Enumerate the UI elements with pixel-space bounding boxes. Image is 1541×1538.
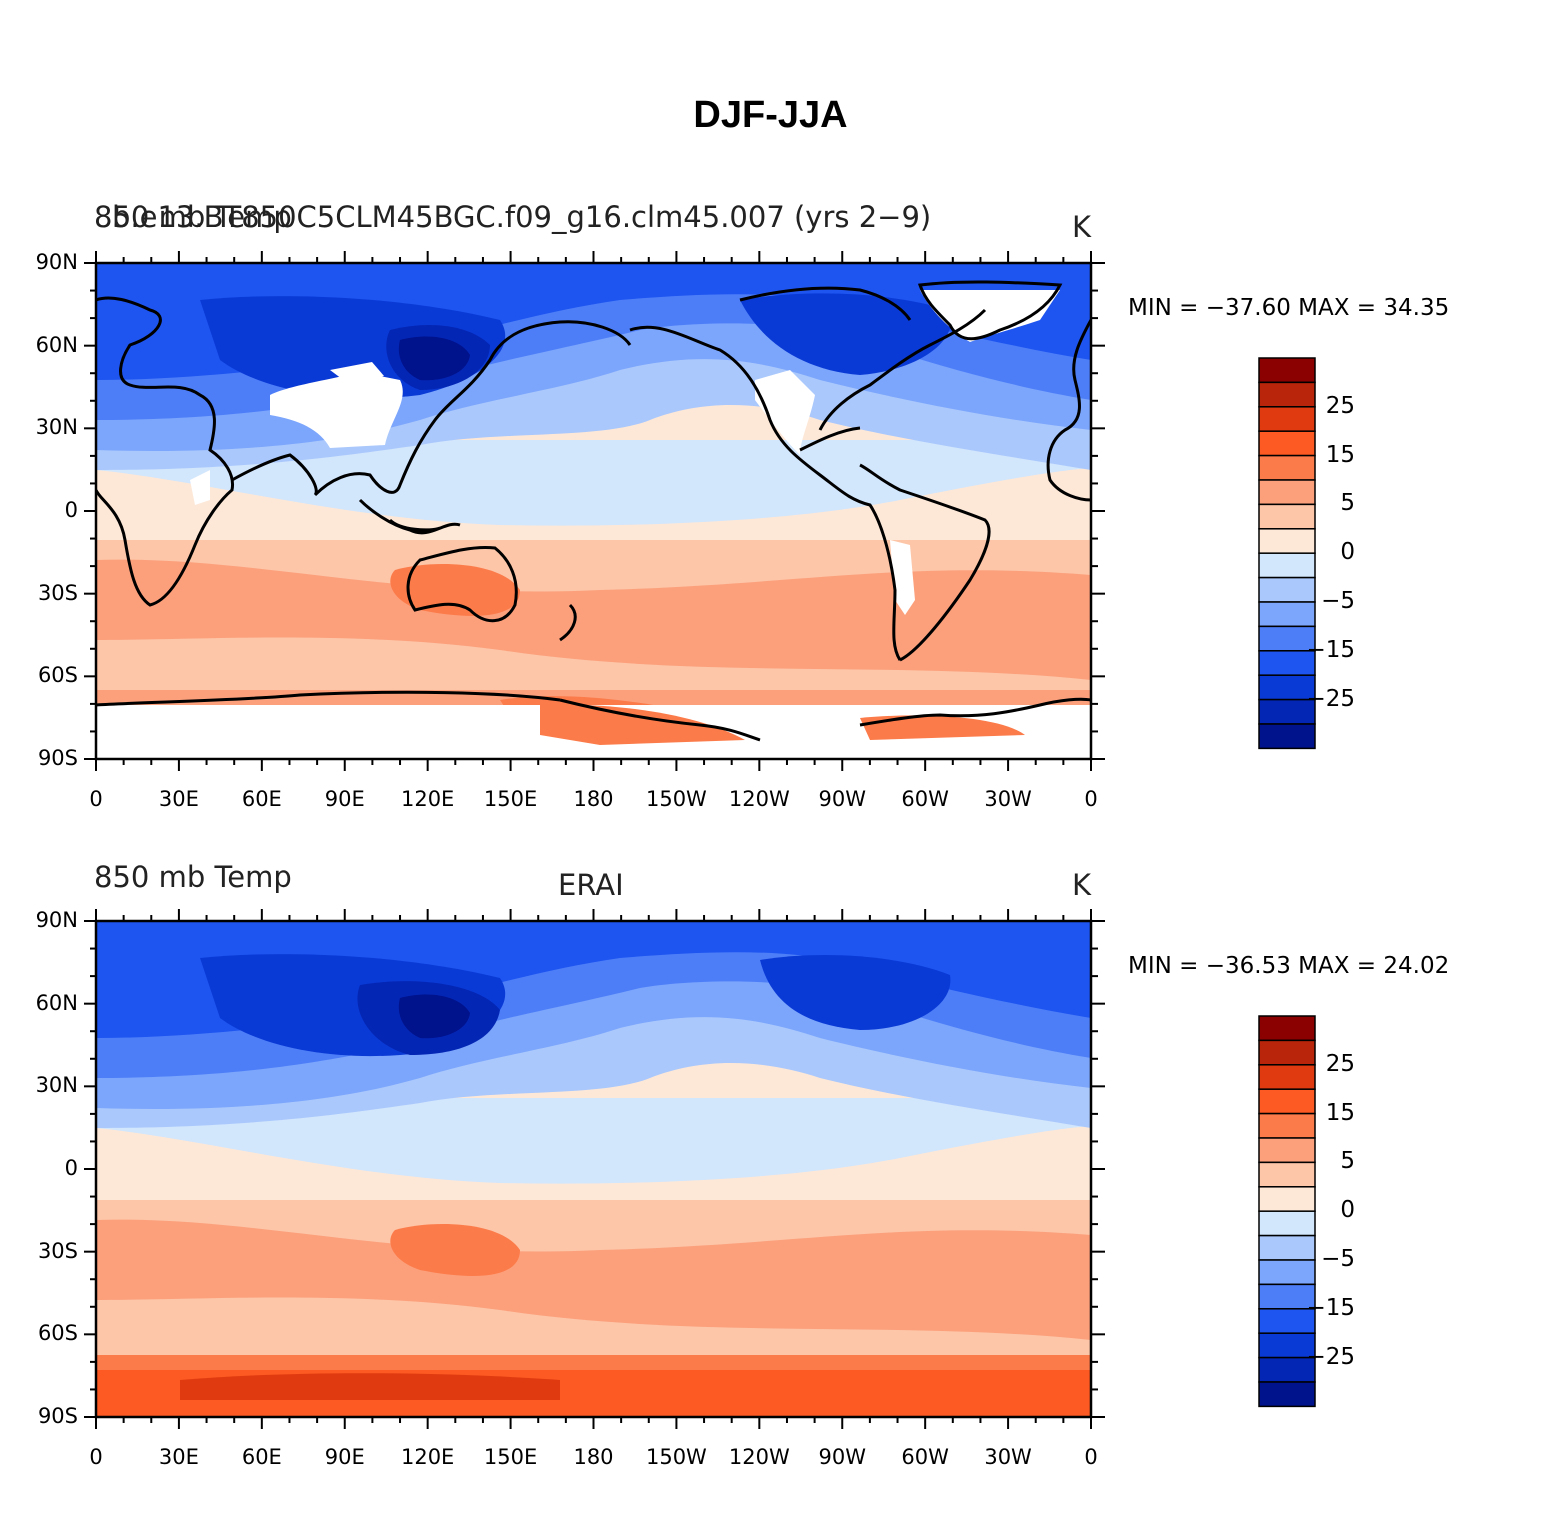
- lon-tick-label: 90W: [818, 1445, 867, 1469]
- lon-tick-label: 0: [89, 1445, 103, 1469]
- lat-tick-label: 60S: [37, 663, 78, 688]
- colorbar-box: [1258, 674, 1316, 701]
- lon-tick-label: 60E: [241, 787, 282, 811]
- colorbar-label: 15: [1325, 441, 1355, 468]
- lon-tick-label: 30E: [158, 1445, 199, 1469]
- colorbar-box: [1258, 698, 1316, 725]
- lat-tick-label: 30N: [35, 415, 78, 440]
- colorbar-label: 25: [1325, 392, 1355, 419]
- lon-tick-label: 60W: [901, 787, 949, 811]
- colorbar-label: 0: [1340, 539, 1355, 566]
- colorbar-box: [1258, 430, 1316, 457]
- lon-tick-label: 150E: [483, 1445, 538, 1469]
- colorbar-box: [1258, 1332, 1316, 1359]
- lat-tick-label: 30S: [37, 580, 78, 605]
- colorbar-box: [1258, 528, 1316, 554]
- panel2-min-max: MIN = −36.53 MAX = 24.02: [1128, 953, 1450, 979]
- lon-tick-label: 150W: [645, 787, 707, 811]
- lon-tick-label: 120W: [728, 787, 790, 811]
- colorbar-box: [1258, 357, 1316, 384]
- colorbar-label: 5: [1340, 490, 1355, 517]
- lon-tick-label: 90W: [818, 787, 867, 811]
- panel2-left-title: 850 mb Temp: [94, 860, 292, 894]
- lat-tick-label: 60S: [37, 1321, 78, 1346]
- lon-tick-label: 120E: [400, 787, 455, 811]
- colorbar-box: [1258, 650, 1316, 676]
- panel2-center-title: ERAI: [558, 868, 624, 902]
- lon-tick-label: 0: [1084, 1445, 1098, 1469]
- figure-title: DJF-JJA: [693, 94, 848, 136]
- lon-tick-label: 180: [573, 1445, 614, 1469]
- colorbar-box: [1258, 503, 1316, 530]
- panel1-min-max: MIN = −37.60 MAX = 34.35: [1128, 295, 1450, 321]
- colorbar-box: [1258, 1088, 1316, 1115]
- colorbar-label: 0: [1340, 1197, 1355, 1224]
- colorbar-label: −15: [1306, 636, 1355, 663]
- lat-tick-label: 90N: [35, 250, 78, 274]
- panel1-map: [96, 263, 1091, 759]
- colorbar-label: −5: [1321, 1246, 1355, 1272]
- colorbars: [1258, 357, 1316, 1408]
- colorbar-label: 15: [1325, 1099, 1355, 1126]
- colorbar-label: −25: [1306, 685, 1355, 712]
- colorbar-label: −25: [1306, 1343, 1355, 1370]
- panel1-case-title: b.e13.BT850C5CLM45BGC.f09_g16.clm45.007 …: [112, 200, 932, 234]
- panel2-units: K: [1072, 868, 1092, 902]
- colorbar-label: −15: [1306, 1294, 1355, 1321]
- colorbar-box: [1258, 625, 1316, 652]
- panel1-coastlines: [96, 280, 1091, 742]
- lat-tick-label: 90S: [37, 746, 78, 770]
- lon-tick-label: 0: [1084, 787, 1098, 811]
- lon-tick-label: 120W: [728, 1445, 790, 1469]
- lon-tick-label: 30W: [984, 787, 1032, 811]
- lon-tick-label: 90E: [324, 787, 365, 811]
- lon-tick-label: 120E: [400, 1445, 455, 1469]
- panel1-left-title: 850 mb Temp: [94, 200, 292, 234]
- colorbar-box: [1258, 601, 1316, 628]
- colorbar-box: [1258, 1039, 1316, 1066]
- colorbar-box: [1258, 1210, 1316, 1237]
- colorbar-label: 5: [1340, 1148, 1355, 1175]
- lat-tick-label: 60N: [35, 990, 78, 1015]
- colorbar-box: [1258, 723, 1316, 750]
- axis-ticks: [84, 251, 1105, 1429]
- colorbar-box: [1258, 1112, 1316, 1139]
- lat-tick-label: 0: [64, 498, 78, 522]
- panel2-map: [96, 921, 1091, 1417]
- lat-tick-label: 0: [64, 1156, 78, 1180]
- colorbar-box: [1258, 1161, 1316, 1188]
- colorbar-box: [1258, 1308, 1316, 1334]
- colorbar-box: [1258, 1381, 1316, 1408]
- colorbar-label: −5: [1321, 588, 1355, 614]
- lat-tick-label: 90S: [37, 1404, 78, 1428]
- lon-tick-label: 90E: [324, 1445, 365, 1469]
- lat-tick-label: 60N: [35, 332, 78, 357]
- lon-tick-label: 150E: [483, 787, 538, 811]
- lat-tick-label: 30N: [35, 1073, 78, 1098]
- colorbar-box: [1258, 1015, 1316, 1042]
- lon-tick-label: 0: [89, 787, 103, 811]
- lon-tick-label: 150W: [645, 1445, 707, 1469]
- lon-tick-label: 60E: [241, 1445, 282, 1469]
- lon-tick-label: 60W: [901, 1445, 949, 1469]
- lon-tick-label: 30E: [158, 787, 199, 811]
- colorbar-label: 25: [1325, 1050, 1355, 1077]
- colorbar-box: [1258, 381, 1316, 408]
- colorbar-box: [1258, 1356, 1316, 1383]
- lon-tick-label: 180: [573, 787, 614, 811]
- lat-tick-label: 30S: [37, 1238, 78, 1263]
- panel1-units: K: [1072, 210, 1092, 244]
- lon-tick-label: 30W: [984, 1445, 1032, 1469]
- lat-tick-label: 90N: [35, 908, 78, 932]
